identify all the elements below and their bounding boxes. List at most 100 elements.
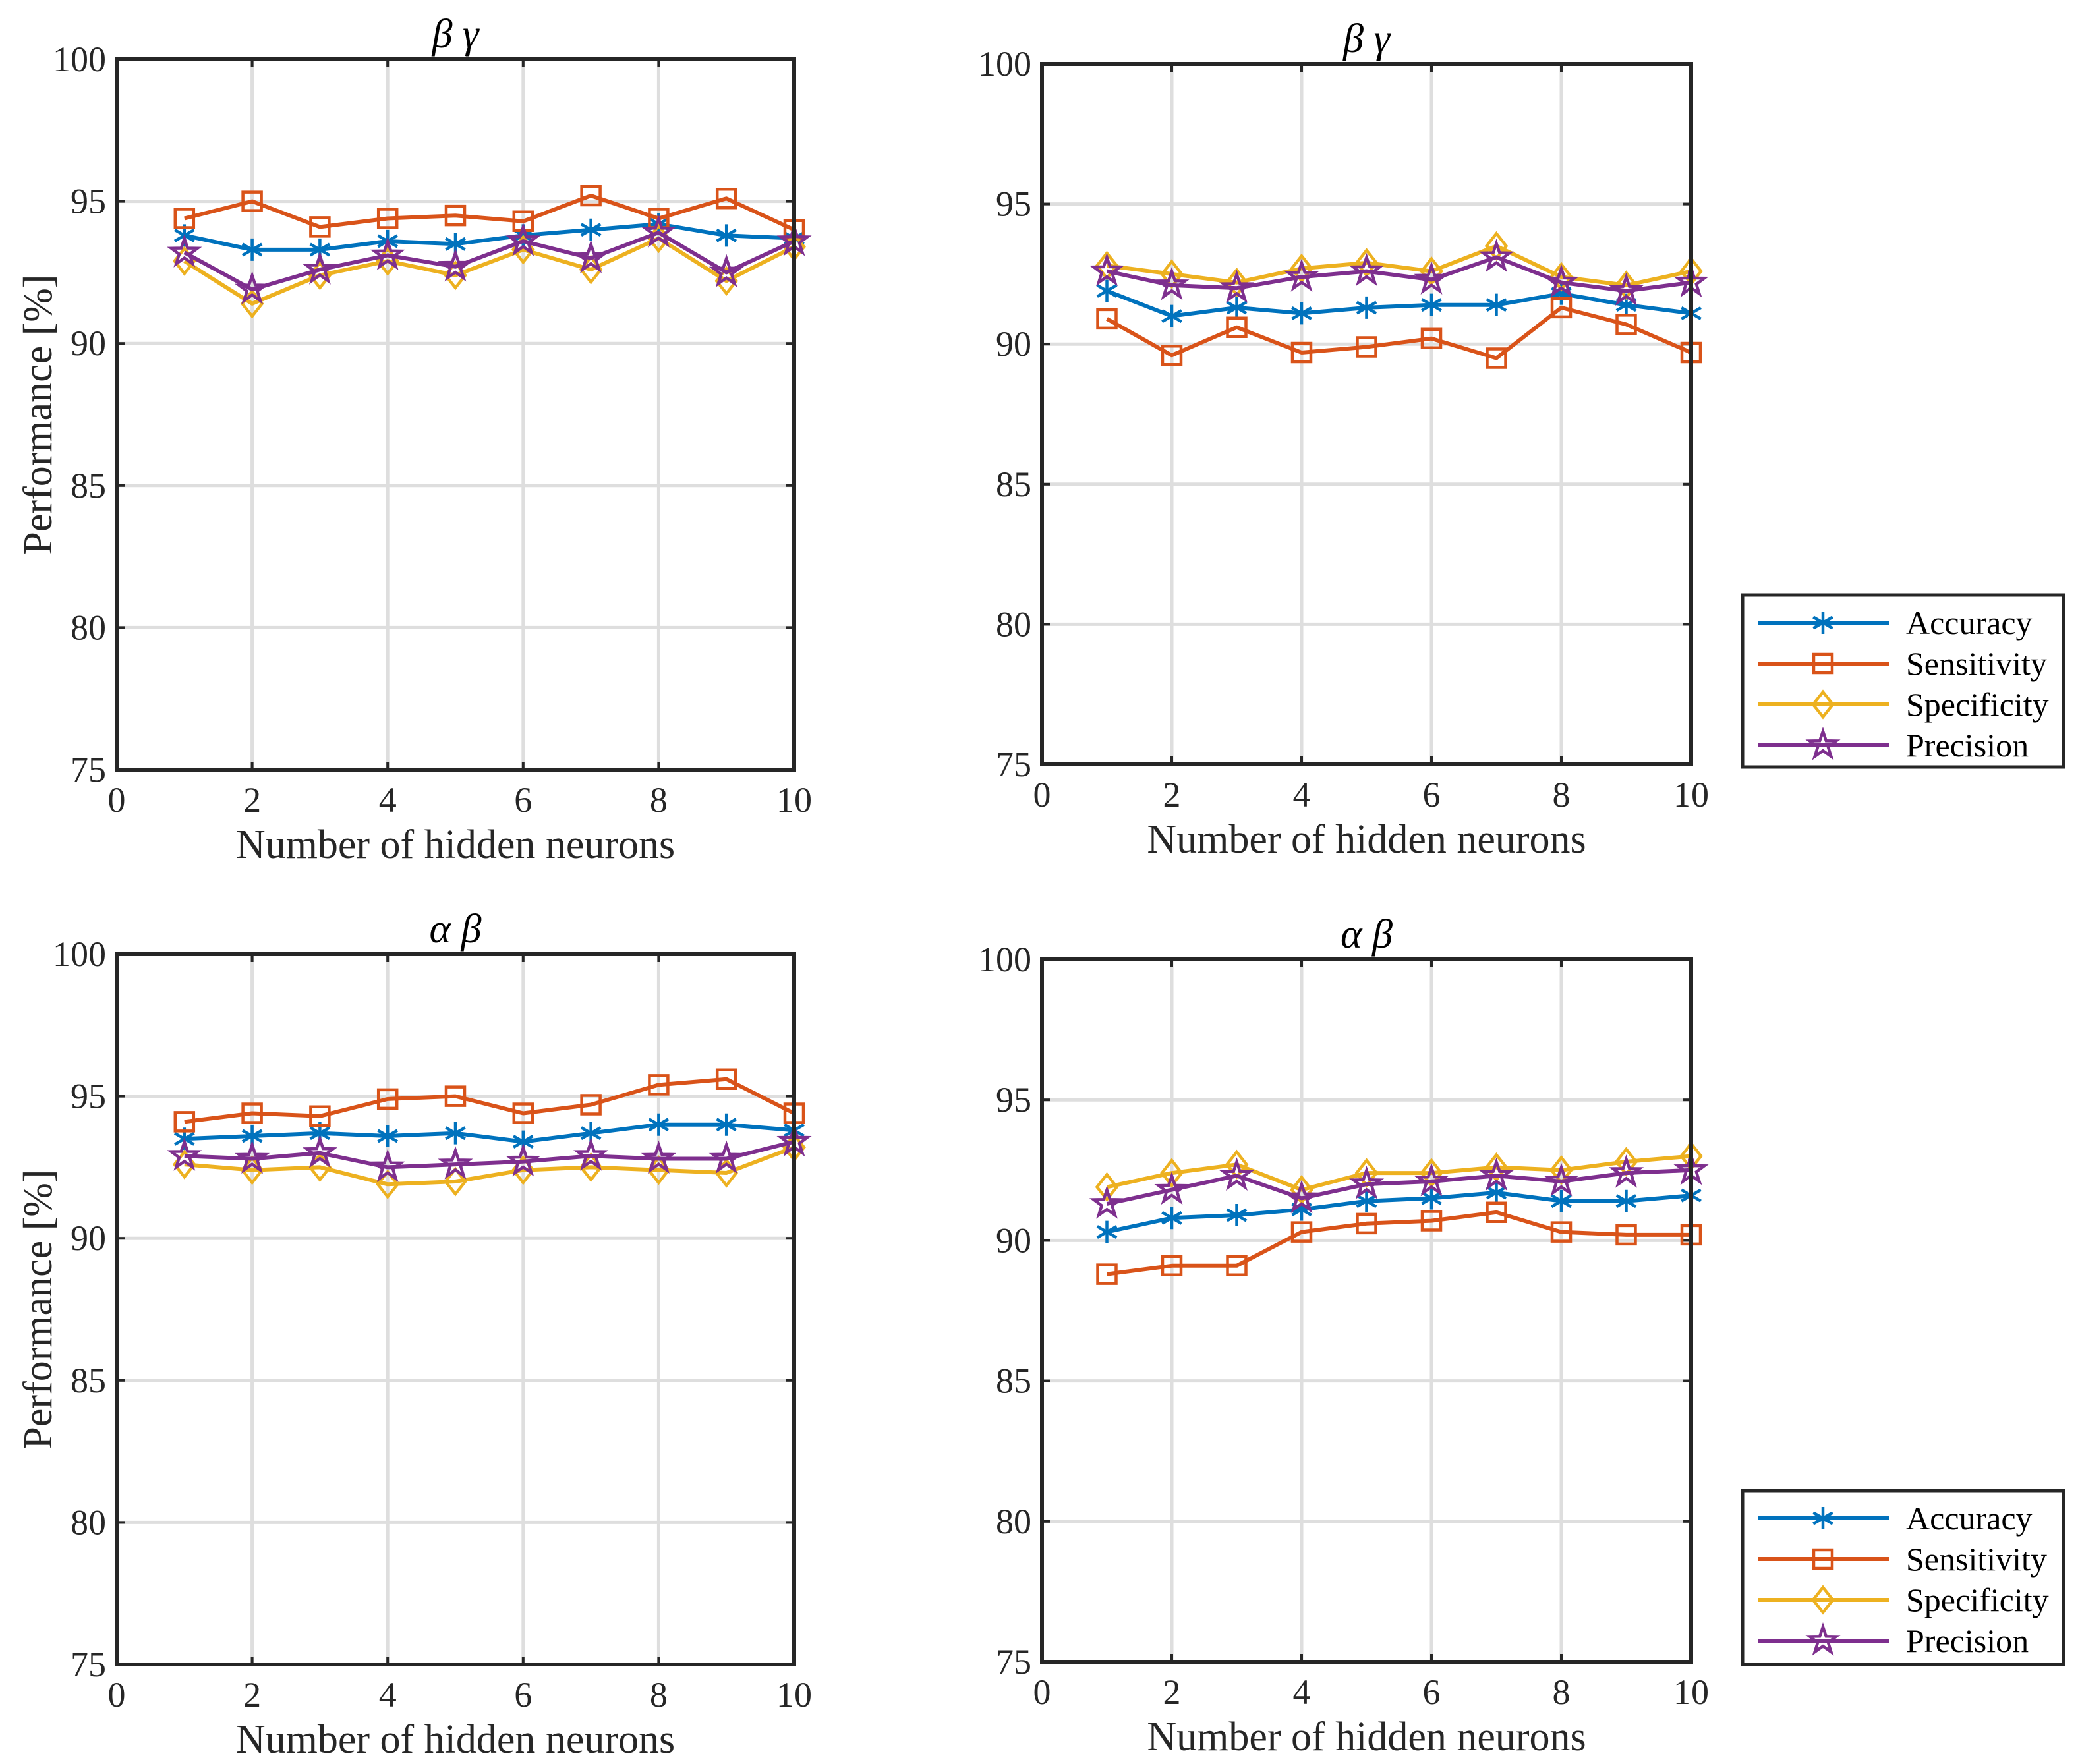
y-tick-label: 95 — [71, 182, 106, 221]
marker-accuracy — [716, 1113, 737, 1136]
series-sensitivity — [1096, 1201, 1702, 1285]
legend-marker — [1805, 1622, 1841, 1656]
marker-precision — [302, 1134, 337, 1168]
marker-sensitivity — [1486, 347, 1507, 369]
series-sensitivity — [1096, 297, 1702, 369]
y-tick-label: 80 — [996, 604, 1031, 644]
series-line-specificity — [184, 1145, 795, 1187]
series-line-sensitivity — [184, 194, 795, 232]
marker-accuracy — [1615, 1189, 1637, 1212]
marker-sensitivity — [1615, 314, 1637, 335]
series-precision — [1089, 239, 1709, 306]
x-tick-label: 4 — [1293, 1672, 1311, 1712]
axes-box — [115, 952, 796, 1666]
marker-precision — [438, 1146, 473, 1180]
legend-marker — [1812, 1507, 1833, 1529]
series-line-sensitivity — [1107, 1210, 1691, 1276]
y-tick-label: 80 — [996, 1502, 1031, 1541]
series-sensitivity — [173, 1068, 805, 1133]
series-line-accuracy — [1106, 1190, 1692, 1234]
y-tick-label: 80 — [71, 1502, 106, 1542]
legend-marker — [1812, 652, 1834, 675]
x-tick-label: 6 — [1423, 775, 1441, 814]
marker-precision — [505, 223, 541, 256]
marker-sensitivity — [309, 1105, 331, 1127]
x-axis-label: Number of hidden neurons — [1147, 1715, 1586, 1759]
marker-sensitivity — [1226, 316, 1248, 338]
marker-accuracy — [1356, 1189, 1377, 1212]
marker-precision — [370, 1149, 405, 1183]
marker-accuracy — [377, 1124, 399, 1147]
y-tick-label: 90 — [71, 324, 106, 363]
x-tick-label: 0 — [108, 780, 126, 820]
plot-area — [1042, 959, 1691, 1662]
marker-precision — [1219, 270, 1255, 303]
series-line-sensitivity — [184, 1077, 795, 1124]
marker-sensitivity — [444, 1085, 467, 1107]
marker-precision — [167, 1137, 202, 1171]
y-tick-label: 75 — [71, 750, 106, 789]
x-tick-label: 8 — [650, 780, 668, 820]
marker-accuracy — [1421, 293, 1442, 316]
marker-specificity — [1160, 1158, 1184, 1188]
marker-accuracy — [1356, 296, 1377, 319]
marker-sensitivity — [241, 190, 263, 212]
legend-marker — [1812, 612, 1833, 634]
y-tick-label: 100 — [53, 934, 106, 974]
marker-sensitivity — [1550, 1221, 1573, 1243]
chart-title: β γ — [432, 12, 480, 57]
legend-marker — [1811, 689, 1835, 720]
x-tick-label: 6 — [1423, 1672, 1441, 1712]
legend-label: Precision — [1906, 1622, 2029, 1659]
marker-sensitivity — [648, 1074, 670, 1096]
marker-precision — [573, 239, 609, 273]
marker-sensitivity — [1161, 344, 1183, 366]
marker-precision — [573, 1137, 609, 1171]
marker-precision — [1478, 239, 1515, 273]
chart-title: β γ — [1342, 16, 1391, 61]
marker-sensitivity — [1486, 1201, 1507, 1224]
y-tick-label: 95 — [996, 1080, 1031, 1120]
series-line-accuracy — [1106, 289, 1692, 318]
marker-sensitivity — [1680, 1224, 1702, 1246]
marker-accuracy — [716, 224, 737, 247]
marker-accuracy — [445, 1122, 466, 1145]
marker-accuracy — [1096, 279, 1118, 302]
series-line-sensitivity — [1106, 305, 1692, 360]
y-tick-label: 85 — [71, 1361, 106, 1400]
marker-specificity — [444, 1166, 467, 1197]
marker-sensitivity — [715, 1068, 737, 1090]
marker-sensitivity — [1096, 308, 1118, 330]
y-tick-label: 75 — [996, 1642, 1031, 1682]
marker-sensitivity — [1096, 1263, 1118, 1285]
legend-label: Sensitivity — [1906, 1541, 2047, 1578]
subplot-2: 0 2 4 6 8 10 75 80 85 90 95 100 Number of hidden neu… — [978, 16, 2065, 862]
series-sensitivity — [173, 185, 805, 241]
series-line-accuracy — [184, 222, 795, 252]
marker-precision — [1219, 1157, 1255, 1191]
marker-precision — [235, 1140, 270, 1174]
marker-accuracy — [1096, 1220, 1118, 1243]
x-tick-label: 2 — [1163, 775, 1181, 814]
marker-accuracy — [1226, 1204, 1248, 1227]
marker-accuracy — [648, 1113, 670, 1136]
series-line-precision — [184, 1139, 795, 1170]
x-axis-label: Number of hidden neurons — [236, 1717, 675, 1762]
marker-sensitivity — [1420, 1210, 1443, 1232]
marker-sensitivity — [1356, 1212, 1377, 1235]
series-line-precision — [1106, 255, 1692, 293]
marker-precision — [641, 214, 676, 248]
x-tick-label: 4 — [1293, 775, 1311, 814]
x-tick-label: 6 — [514, 1675, 532, 1715]
y-tick-label: 90 — [996, 324, 1031, 364]
legend-marker — [1811, 1585, 1835, 1615]
marker-sensitivity — [241, 1102, 263, 1124]
y-tick-label: 95 — [71, 1077, 106, 1116]
marker-precision — [302, 251, 337, 285]
x-tick-label: 10 — [776, 1675, 812, 1715]
y-tick-label: 100 — [978, 940, 1031, 979]
marker-accuracy — [1226, 296, 1248, 319]
marker-sensitivity — [1290, 1221, 1313, 1243]
marker-sensitivity — [1290, 341, 1313, 364]
